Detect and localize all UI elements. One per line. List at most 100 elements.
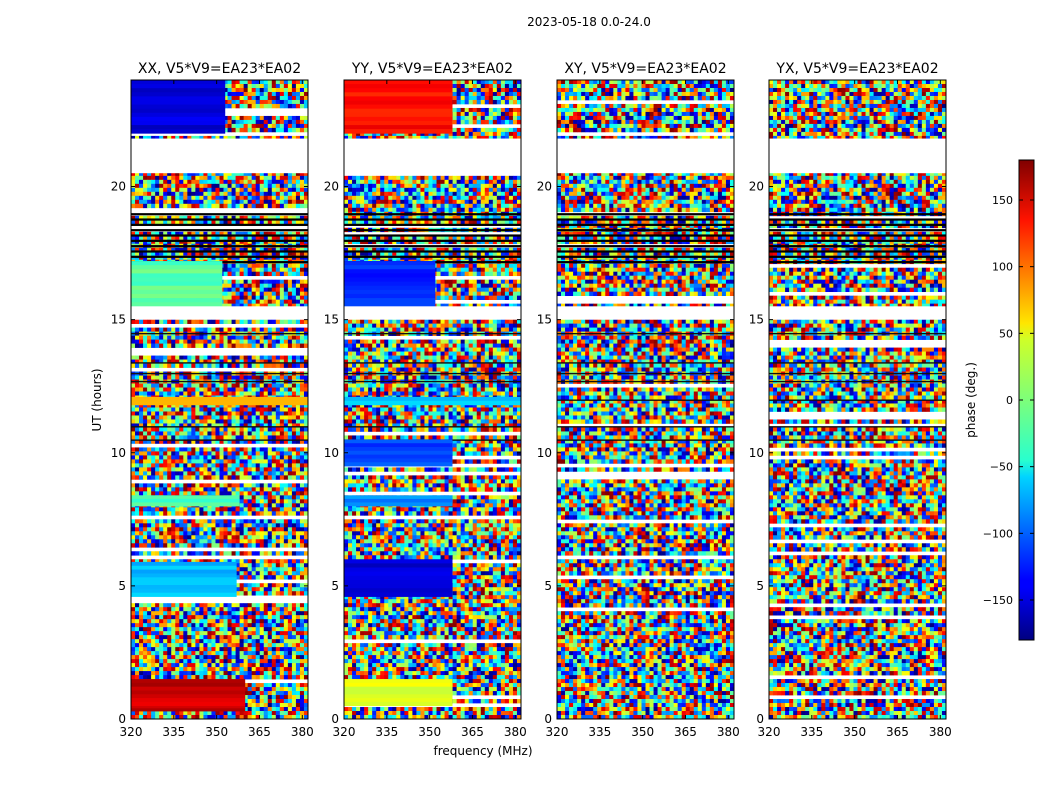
y-tick-label: 0 [118, 712, 126, 726]
y-tick-label: 5 [331, 579, 339, 593]
coherent-block-1-6 [344, 112, 453, 118]
colorbar: 150 100 50 0 −50 −100 −150 [983, 159, 1035, 641]
coherent-block-1-0 [344, 698, 453, 703]
coherent-block-0-1 [131, 690, 246, 695]
x-tick-label: 365 [674, 725, 697, 739]
coherent-block-0-2 [131, 561, 237, 567]
coherent-block-0-2 [131, 588, 237, 594]
x-tick-label: 335 [375, 725, 398, 739]
coherent-block-1-6 [344, 92, 453, 97]
coherent-block-0-5 [131, 293, 223, 299]
x-tick-label: 320 [546, 725, 569, 739]
x-tick-label: 350 [631, 725, 654, 739]
y-tick-label: 10 [111, 446, 126, 460]
coherent-block-1-6 [344, 108, 453, 114]
coherent-block-0-3 [131, 502, 240, 507]
coherent-block-1-3 [344, 443, 453, 448]
coherent-block-0-6 [131, 112, 226, 118]
coherent-block-1-6 [344, 80, 453, 85]
coherent-block-1-3 [344, 458, 453, 463]
y-tick-label: 0 [331, 712, 339, 726]
phase-image [557, 80, 734, 719]
y-tick-label: 15 [749, 313, 764, 327]
panel-frame [556, 79, 735, 720]
x-tick-label: 380 [717, 725, 740, 739]
coherent-block-1-6 [344, 125, 453, 130]
coherent-block-0-5 [131, 285, 223, 291]
x-axis-label: frequency (MHz) [433, 744, 532, 758]
coherent-block-1-5 [344, 261, 436, 266]
coherent-block-0-0 [131, 705, 246, 709]
coherent-block-1-0 [344, 686, 453, 691]
coherent-block-0-6 [131, 125, 226, 130]
x-tick-label: 335 [588, 725, 611, 739]
coherent-block-1-0 [344, 701, 453, 707]
coherent-block-1-1 [344, 563, 453, 568]
coherent-block-1-3 [344, 447, 453, 452]
x-tick-label: 380 [929, 725, 952, 739]
phase-image [344, 80, 521, 719]
coherent-block-0-5 [131, 277, 223, 283]
coherent-block-0-2 [131, 573, 237, 578]
y-tick-label: 15 [537, 313, 552, 327]
y-tick-label: 5 [756, 579, 764, 593]
coherent-block-1-3 [344, 439, 453, 444]
colorbar-tick-label: 0 [1006, 394, 1013, 407]
coherent-block-1-2 [344, 498, 453, 503]
colorbar-tick-label: 150 [992, 194, 1013, 207]
y-tick-label: 0 [544, 712, 552, 726]
coherent-block-0-6 [131, 100, 226, 105]
coherent-block-1-3 [344, 462, 453, 467]
coherent-block-1-5 [344, 277, 436, 283]
x-tick-label: 365 [248, 725, 271, 739]
coherent-block-1-1 [344, 588, 453, 593]
coherent-block-1-6 [344, 96, 453, 101]
coherent-block-0-5 [131, 298, 223, 303]
coherent-block-1-5 [344, 302, 436, 307]
coherent-block-1-1 [344, 579, 453, 585]
y-tick-label: 20 [749, 180, 764, 194]
colorbar-tick-label: −50 [990, 461, 1013, 474]
coherent-block-0-4 [131, 400, 308, 406]
coherent-block-0-6 [131, 84, 226, 89]
y-axis-label: UT (hours) [90, 368, 104, 431]
coherent-block-1-1 [344, 567, 453, 573]
y-tick-label: 20 [111, 180, 126, 194]
coherent-block-1-1 [344, 559, 453, 564]
coherent-block-0-2 [131, 592, 237, 597]
coherent-block-0-1 [131, 701, 246, 707]
coherent-block-0-3 [131, 495, 240, 500]
panel-1: YY, V5*V9=EA23*EA02 320 335 350 365 380 0 5 10 15… [324, 61, 527, 739]
y-tick-label: 10 [537, 446, 552, 460]
coherent-block-0-1 [131, 698, 246, 703]
phase-image [769, 80, 946, 719]
y-tick-label: 10 [324, 446, 339, 460]
x-tick-label: 365 [886, 725, 909, 739]
y-tick-label: 20 [324, 180, 339, 194]
x-tick-label: 365 [461, 725, 484, 739]
coherent-block-1-2 [344, 495, 453, 500]
coherent-block-1-5 [344, 265, 436, 270]
coherent-block-0-2 [131, 569, 237, 574]
colorbar-tick-label: −150 [983, 594, 1013, 607]
coherent-block-0-2 [131, 577, 237, 582]
x-tick-label: 320 [758, 725, 781, 739]
coherent-block-0-6 [131, 88, 226, 93]
coherent-block-0-0 [131, 708, 246, 712]
panel-frame [130, 79, 309, 720]
x-tick-label: 380 [291, 725, 314, 739]
coherent-block-0-6 [131, 108, 226, 114]
y-tick-label: 5 [118, 579, 126, 593]
coherent-block-0-5 [131, 273, 223, 278]
coherent-block-0-2 [131, 565, 237, 571]
coherent-block-1-5 [344, 289, 436, 295]
panel-title: XX, V5*V9=EA23*EA02 [138, 61, 301, 77]
coherent-block-1-2 [344, 502, 453, 507]
coherent-block-1-6 [344, 116, 453, 122]
coherent-block-0-3 [131, 498, 240, 503]
coherent-block-1-1 [344, 575, 453, 581]
coherent-block-1-6 [344, 88, 453, 93]
coherent-block-0-5 [131, 289, 223, 295]
coherent-block-1-0 [344, 679, 453, 684]
coherent-block-1-6 [344, 120, 453, 126]
